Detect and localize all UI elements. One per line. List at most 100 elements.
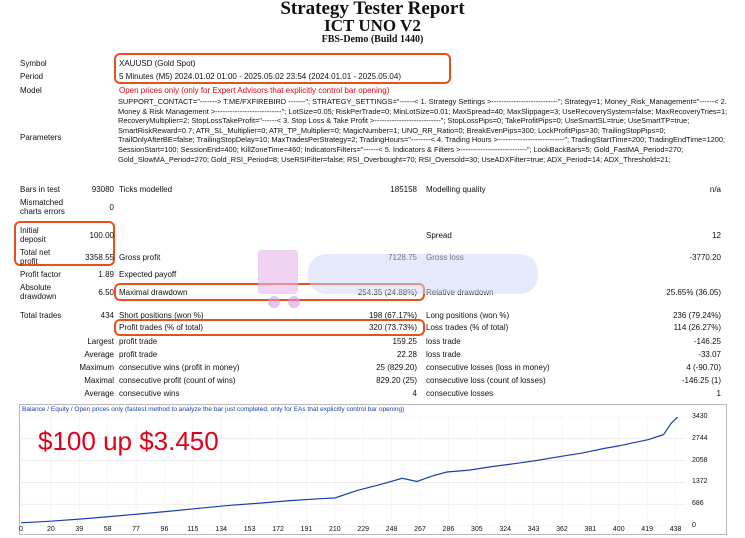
- deposit-value: 100.00: [89, 231, 114, 240]
- watermark-logo: [258, 250, 538, 308]
- x-tick-label: 39: [75, 526, 84, 533]
- report-title: Strategy Tester Report: [280, 0, 465, 19]
- row-qualifier: Average: [84, 389, 114, 398]
- x-tick-label: 343: [527, 526, 540, 533]
- quality-label: Modelling quality: [426, 185, 486, 194]
- grossloss-value: -3770.20: [689, 253, 721, 262]
- row-value: 829.20 (25): [376, 376, 417, 385]
- x-tick-label: 210: [328, 526, 341, 533]
- total-trades-label: Total trades: [20, 311, 62, 320]
- y-tick-label: 2058: [692, 456, 708, 464]
- profit-trades-highlight: [114, 319, 425, 336]
- row-label: profit trade: [119, 337, 158, 346]
- row-label: consecutive profit (count of wins): [119, 376, 236, 385]
- absdd-label-2: drawdown: [20, 292, 57, 301]
- row-value: 159.25: [392, 337, 417, 346]
- row-label: profit trade: [119, 350, 158, 359]
- long-positions-value: 236 (79.24%): [672, 311, 721, 320]
- y-tick-label: 2744: [692, 434, 708, 442]
- row-value-right: -33.07: [698, 350, 721, 359]
- row-label-right: consecutive losses: [426, 389, 494, 398]
- parameters-value: SUPPORT_CONTACT="-------> T.ME/FXFIREBIR…: [118, 97, 728, 164]
- profit-overlay-text: $100 up $3.450: [38, 426, 219, 456]
- x-tick-label: 96: [160, 526, 169, 533]
- deposit-label-2: deposit: [20, 235, 46, 244]
- loss-trades-label: Loss trades (% of total): [426, 323, 509, 332]
- x-tick-label: 362: [556, 526, 568, 533]
- profit-trades-label: Profit trades (% of total): [119, 323, 204, 332]
- bars-value: 93080: [91, 185, 114, 194]
- x-tick-label: 191: [300, 526, 313, 533]
- x-tick-label: 286: [442, 526, 455, 533]
- server-name: FBS-Demo (Build 1440): [321, 34, 424, 45]
- y-tick-label: 3430: [692, 413, 708, 420]
- netprofit-label-1: Total net: [20, 248, 51, 257]
- netprofit-value: 3358.55: [85, 253, 114, 262]
- short-positions-value: 198 (67.17%): [368, 311, 417, 320]
- row-value: 22.28: [396, 350, 417, 359]
- x-tick-label: 58: [103, 526, 112, 533]
- x-tick-label: 381: [584, 526, 597, 533]
- y-tick-label: 0: [692, 522, 696, 529]
- deposit-label-1: Initial: [20, 226, 39, 235]
- row-label-right: loss trade: [426, 337, 461, 346]
- x-tick-label: 229: [357, 526, 370, 533]
- grossprofit-label: Gross profit: [119, 253, 161, 262]
- parameters-label: Parameters: [20, 133, 62, 142]
- x-tick-label: 438: [669, 526, 682, 533]
- profit-factor-label: Profit factor: [20, 270, 61, 279]
- chart-legend: Balance / Equity / Open prices only (fas…: [22, 406, 405, 413]
- spread-label: Spread: [426, 231, 452, 240]
- chart-plot-area: [21, 417, 686, 526]
- total-trades-value: 434: [100, 311, 114, 320]
- row-label: consecutive wins: [119, 389, 180, 398]
- row-value-right: 1: [716, 389, 721, 398]
- x-tick-label: 400: [612, 526, 625, 533]
- netprofit-label-2: profit: [20, 257, 38, 266]
- profit-trades-value: 320 (73.73%): [368, 323, 417, 332]
- long-positions-label: Long positions (won %): [426, 311, 510, 320]
- x-tick-label: 134: [215, 526, 228, 533]
- row-value: 4: [412, 389, 417, 398]
- deposit-profit-highlight: [14, 221, 115, 266]
- model-value: Open prices only (only for Expert Adviso…: [119, 86, 390, 95]
- x-tick-label: 115: [187, 526, 199, 533]
- x-tick-label: 153: [243, 526, 256, 533]
- mismatch-label-1: Mismatched: [20, 198, 64, 207]
- y-tick-label: 686: [692, 500, 704, 508]
- period-value: 5 Minutes (M5) 2024.01.02 01:00 - 2025.0…: [119, 72, 401, 81]
- ticks-value: 185158: [390, 185, 417, 194]
- row-qualifier: Average: [84, 350, 114, 359]
- row-qualifier: Maximum: [79, 363, 114, 372]
- balance-series-line: [21, 417, 679, 524]
- report-subtitle: ICT UNO V2: [324, 16, 421, 35]
- row-qualifier: Largest: [87, 337, 114, 346]
- row-qualifier: Maximal: [84, 376, 114, 385]
- maxdd-label: Maximal drawdown: [119, 288, 188, 297]
- row-label-right: consecutive losses (loss in money): [426, 363, 550, 372]
- model-label: Model: [20, 86, 42, 95]
- x-tick-label: 267: [414, 526, 426, 533]
- mismatch-label-2: charts errors: [20, 207, 65, 216]
- short-positions-label: Short positions (won %): [119, 311, 204, 320]
- spread-value: 12: [712, 231, 721, 240]
- loss-trades-value: 114 (26.27%): [673, 323, 721, 332]
- quality-value: n/a: [709, 185, 721, 194]
- x-tick-label: 77: [132, 526, 140, 533]
- absdd-value: 6.50: [98, 288, 114, 297]
- balance-chart: Balance / Equity / Open prices only (fas…: [19, 404, 727, 535]
- x-tick-label: 0: [19, 526, 23, 533]
- bars-label: Bars in test: [20, 185, 61, 194]
- symbol-period-highlight: [114, 53, 451, 84]
- y-tick-label: 1372: [692, 478, 708, 486]
- x-tick-label: 20: [46, 526, 55, 533]
- absdd-label-1: Absolute: [20, 283, 52, 292]
- row-value: 25 (829.20): [376, 363, 417, 372]
- x-tick-label: 172: [272, 526, 284, 533]
- ticks-label: Ticks modelled: [119, 185, 173, 194]
- row-label-right: consecutive loss (count of losses): [426, 376, 546, 385]
- x-tick-label: 248: [385, 526, 398, 533]
- row-label: consecutive wins (profit in money): [119, 363, 240, 372]
- row-label-right: loss trade: [426, 350, 461, 359]
- mismatch-value: 0: [109, 203, 114, 212]
